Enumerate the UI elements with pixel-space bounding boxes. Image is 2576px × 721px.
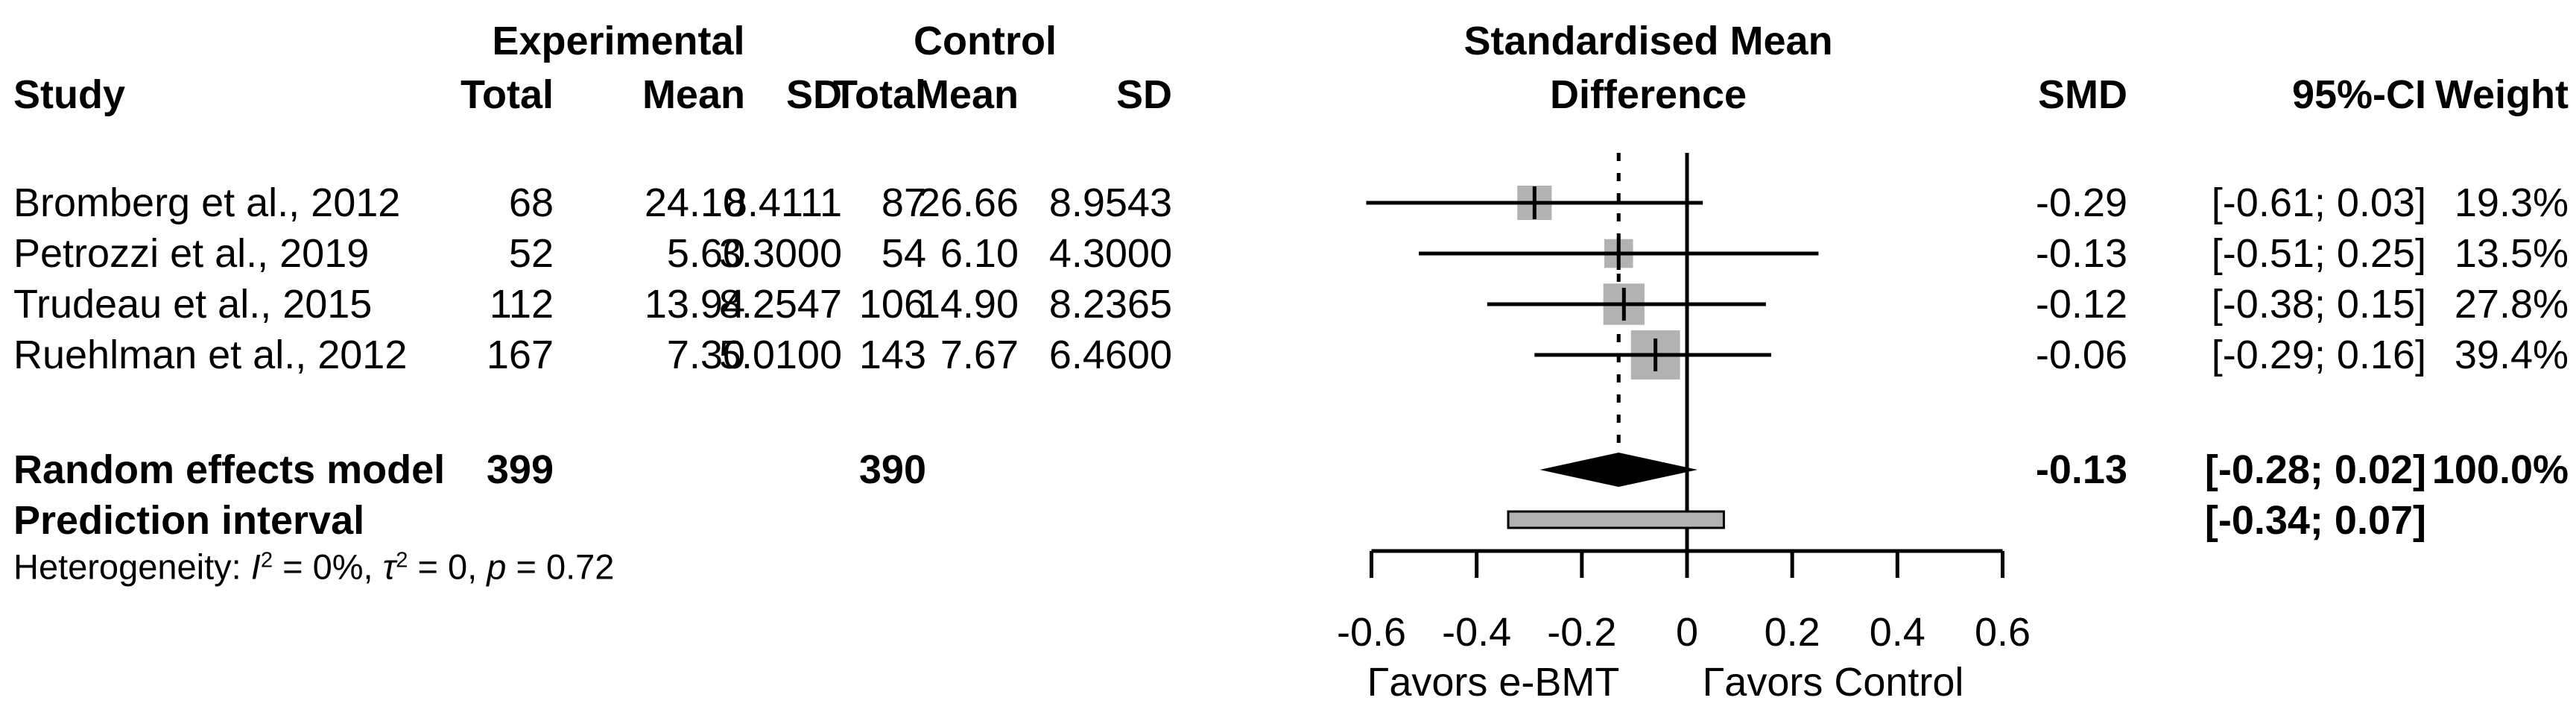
exp-sd-value: 8.4111	[724, 180, 842, 225]
exp-mean-value: 13.94	[644, 282, 745, 327]
ctrl-sd-value: 8.9543	[1048, 180, 1172, 225]
exp-mean-value: 7.30	[666, 333, 745, 377]
x-axis-tick-label: 0.2	[1765, 610, 1820, 655]
exp-sd-column-header: SD	[785, 72, 842, 117]
ctrl-mean-value: 26.66	[917, 180, 1019, 225]
smd-value: -0.29	[2035, 180, 2127, 225]
study-label: Petrozzi et al., 2019	[13, 231, 370, 276]
effect-header-line2: Difference	[1549, 72, 1747, 117]
heterogeneity-mid2: = 0,	[408, 547, 487, 587]
summary-weight-value: 100.0%	[2431, 447, 2569, 492]
x-axis-tick-label: -0.2	[1547, 610, 1616, 655]
favors-right-label: Γavors Control	[1703, 660, 1964, 705]
exp-total-value: 112	[489, 282, 554, 327]
heterogeneity-tail: = 0.72	[506, 547, 615, 587]
exp-mean-value: 5.60	[666, 231, 745, 276]
study-label: Bromberg et al., 2012	[13, 180, 401, 225]
prediction-interval-ci: [-0.34; 0.07]	[2204, 498, 2426, 543]
ctrl-total-value: 54	[881, 231, 926, 276]
summary-smd-value: -0.13	[2035, 447, 2127, 492]
study-label: Trudeau et al., 2015	[13, 282, 373, 327]
x-axis-tick-label: -0.4	[1442, 610, 1511, 655]
p-symbol: p	[487, 547, 507, 587]
summary-label: Random effects model	[13, 447, 446, 492]
x-axis-tick-label: 0.4	[1870, 610, 1925, 655]
ctrl-sd-column-header: SD	[1115, 72, 1172, 117]
x-axis-tick-label: -0.6	[1337, 610, 1406, 655]
smd-value: -0.12	[2035, 282, 2127, 327]
exp-sd-value: 3.3000	[718, 231, 842, 276]
ctrl-total-value: 143	[858, 333, 926, 377]
ci-value: [-0.51; 0.25]	[2211, 231, 2426, 276]
weight-value: 39.4%	[2454, 333, 2569, 377]
experimental-group-header: Experimental	[492, 19, 745, 63]
summary-ctrl-total-value: 390	[858, 447, 926, 492]
control-group-header: Control	[914, 19, 1057, 63]
exp-total-value: 52	[508, 231, 554, 276]
ctrl-mean-value: 7.67	[940, 333, 1019, 377]
ctrl-sd-value: 8.2365	[1048, 282, 1172, 327]
i-squared-symbol: I	[250, 547, 261, 587]
smd-value: -0.13	[2035, 231, 2127, 276]
favors-left-label: Γavors e-BMT	[1367, 660, 1620, 705]
exp-sd-value: 8.2547	[718, 282, 842, 327]
weight-value: 19.3%	[2454, 180, 2569, 225]
weight-column-header: Weight	[2435, 72, 2569, 117]
ci-value: [-0.29; 0.16]	[2211, 333, 2426, 377]
study-column-header: Study	[13, 72, 126, 117]
x-axis-tick-label: 0.6	[1975, 610, 2031, 655]
ctrl-mean-value: 6.10	[940, 231, 1019, 276]
exp-mean-value: 24.10	[644, 180, 745, 225]
tau-squared-exponent: 2	[396, 548, 408, 573]
exp-mean-column-header: Mean	[642, 72, 745, 117]
weight-value: 27.8%	[2454, 282, 2569, 327]
summary-ci-value: [-0.28; 0.02]	[2204, 447, 2426, 492]
heterogeneity-prefix: Heterogeneity:	[13, 547, 251, 587]
smd-value: -0.06	[2035, 333, 2127, 377]
x-axis-tick-label: 0	[1676, 610, 1698, 655]
prediction-interval-label: Prediction interval	[13, 498, 365, 543]
ctrl-sd-value: 4.3000	[1048, 231, 1172, 276]
ctrl-total-column-header: Total	[833, 72, 926, 117]
tau-squared-symbol: τ	[382, 547, 396, 587]
summary-exp-total-value: 399	[486, 447, 554, 492]
ci-value: [-0.38; 0.15]	[2211, 282, 2426, 327]
ctrl-mean-column-header: Mean	[915, 72, 1019, 117]
ci-value: [-0.61; 0.03]	[2211, 180, 2426, 225]
ctrl-sd-value: 6.4600	[1048, 333, 1172, 377]
exp-total-column-header: Total	[461, 72, 554, 117]
smd-column-header: SMD	[2038, 72, 2127, 117]
exp-sd-value: 5.0100	[718, 333, 842, 377]
study-label: Ruehlman et al., 2012	[13, 333, 408, 377]
heterogeneity-text: Heterogeneity: I2 = 0%, τ2 = 0, p = 0.72	[13, 550, 614, 585]
i-squared-exponent: 2	[260, 548, 273, 573]
exp-total-value: 167	[486, 333, 554, 377]
effect-header-line1: Standardised Mean	[1463, 19, 1833, 63]
ci-column-header: 95%-CI	[2291, 72, 2426, 117]
ctrl-total-value: 106	[858, 282, 926, 327]
ctrl-total-value: 87	[881, 180, 926, 225]
prediction-interval-bar	[1507, 510, 1725, 529]
exp-total-value: 68	[508, 180, 554, 225]
pooled-effect-diamond	[1539, 453, 1698, 487]
weight-value: 13.5%	[2454, 231, 2569, 276]
heterogeneity-mid1: = 0%,	[273, 547, 383, 587]
ctrl-mean-value: 14.90	[917, 282, 1019, 327]
